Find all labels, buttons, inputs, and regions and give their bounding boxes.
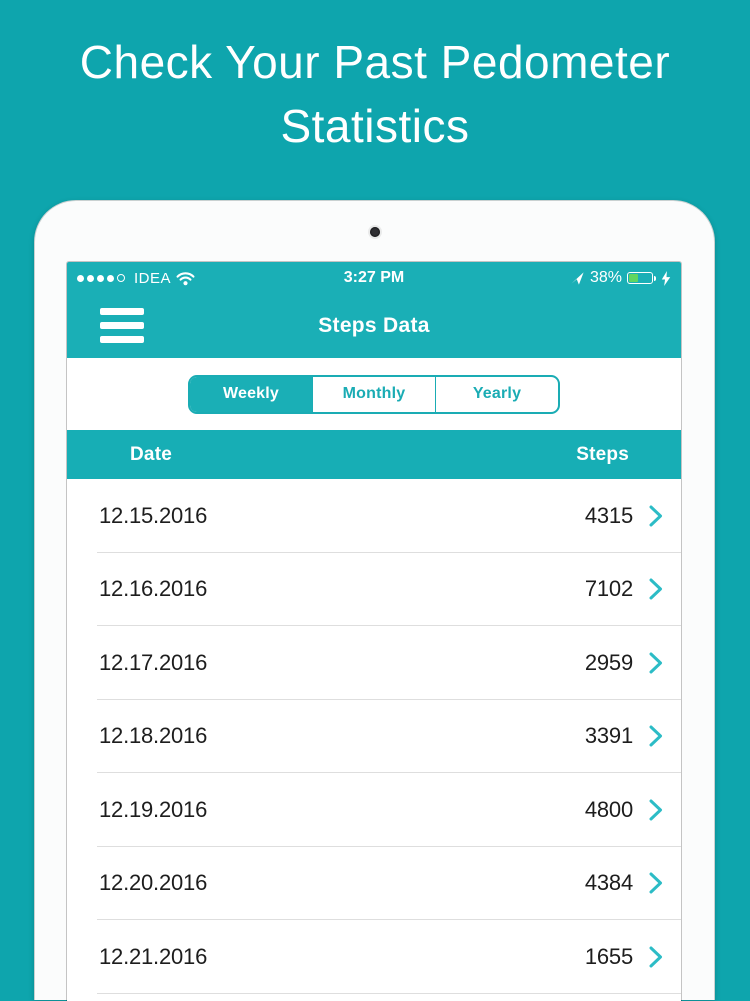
steps-cell: 1655	[584, 943, 633, 969]
date-cell: 12.16.2016	[99, 576, 208, 602]
status-bar: IDEA 3:27 PM 38%	[67, 262, 681, 294]
charging-bolt-icon	[661, 270, 671, 286]
app-header: Steps Data	[67, 294, 681, 358]
steps-cell: 2959	[584, 649, 633, 675]
period-segmented-control: Weekly Monthly Yearly	[188, 374, 560, 414]
hero-section: Check Your Past Pedometer Statistics	[0, 0, 750, 158]
table-row[interactable]: 12.16.2016 7102	[67, 553, 681, 627]
steps-cell: 7102	[584, 576, 633, 602]
steps-cell: 4315	[584, 502, 633, 528]
carrier-label: IDEA	[134, 269, 172, 287]
column-header-date: Date	[130, 443, 172, 465]
app-title: Steps Data	[318, 314, 430, 337]
battery-percent-label: 38%	[589, 269, 622, 286]
date-cell: 12.19.2016	[99, 796, 208, 822]
table-row[interactable]: 12.17.2016 2959	[67, 626, 681, 700]
tab-yearly[interactable]: Yearly	[435, 376, 558, 412]
date-cell: 12.20.2016	[99, 870, 208, 896]
date-cell: 12.15.2016	[99, 502, 208, 528]
table-row[interactable]: 12.15.2016 4315	[67, 479, 681, 553]
wifi-icon	[176, 271, 195, 286]
table-row[interactable]: 12.18.2016 3391	[67, 700, 681, 774]
tab-monthly[interactable]: Monthly	[312, 376, 435, 412]
chevron-right-icon	[649, 872, 663, 894]
signal-dots-icon	[77, 274, 125, 282]
chevron-right-icon	[649, 505, 663, 527]
table-row[interactable]: 12.19.2016 4800	[67, 773, 681, 847]
status-bar-left: IDEA	[77, 270, 195, 287]
chevron-right-icon	[649, 799, 663, 821]
battery-icon	[627, 272, 656, 284]
app-screen: IDEA 3:27 PM 38%	[67, 262, 681, 1001]
steps-table: 12.15.2016 4315 12.16.2016 7102 12.17.20…	[67, 479, 681, 994]
tablet-device: IDEA 3:27 PM 38%	[34, 200, 715, 1001]
camera-icon	[369, 227, 380, 237]
tab-weekly[interactable]: Weekly	[190, 376, 312, 412]
menu-icon[interactable]	[100, 308, 144, 343]
table-row[interactable]: 12.20.2016 4384	[67, 847, 681, 921]
column-header-steps: Steps	[576, 443, 629, 465]
date-cell: 12.21.2016	[99, 943, 208, 969]
table-header: Date Steps	[67, 430, 681, 479]
chevron-right-icon	[649, 725, 663, 747]
steps-cell: 4800	[584, 796, 633, 822]
date-cell: 12.18.2016	[99, 723, 208, 749]
chevron-right-icon	[649, 578, 663, 600]
chevron-right-icon	[649, 946, 663, 968]
page-title-line2: Statistics	[280, 100, 470, 152]
date-cell: 12.17.2016	[99, 649, 208, 675]
tabs-row: Weekly Monthly Yearly	[67, 358, 681, 430]
steps-cell: 3391	[584, 723, 633, 749]
steps-cell: 4384	[584, 870, 633, 896]
status-bar-right: 38%	[570, 269, 671, 287]
table-row[interactable]: 12.21.2016 1655	[67, 920, 681, 994]
page-title-line1: Check Your Past Pedometer	[79, 36, 671, 88]
location-arrow-icon	[570, 271, 585, 286]
chevron-right-icon	[649, 652, 663, 674]
